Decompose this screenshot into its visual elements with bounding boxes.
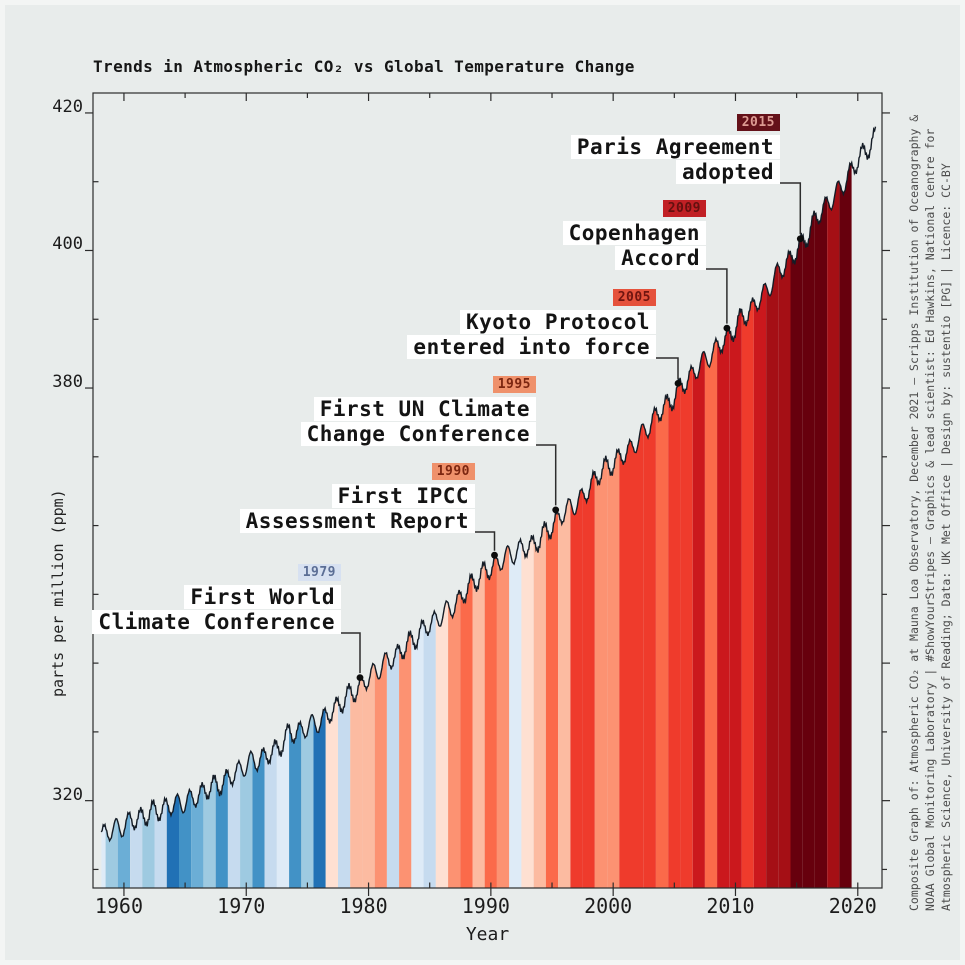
annotation-connectors (337, 182, 804, 681)
event-label-line: First IPCC (331, 484, 475, 508)
x-tick-label: 1960 (94, 894, 144, 918)
stripe-year-1959 (105, 126, 118, 888)
stripe-year-1965 (179, 126, 192, 888)
event-year-badge: 2005 (612, 289, 656, 306)
annotation-first-world-climate-conference: 1979 First World Climate Conference (92, 561, 341, 635)
stripe-year-1966 (191, 126, 204, 888)
y-axis-label: parts per million (ppm) (49, 489, 67, 697)
event-connector (337, 632, 361, 674)
event-label-line: Accord (615, 246, 706, 270)
stripe-year-2011 (741, 126, 754, 888)
x-tick-label: 2010 (706, 894, 755, 918)
stripe-year-2017 (815, 126, 828, 888)
stripe-year-2013 (766, 126, 779, 888)
x-tick-label: 2020 (828, 894, 877, 918)
event-label-line: Change Conference (300, 422, 536, 446)
credit-line: Atmospheric Science, University of Readi… (939, 163, 953, 911)
stripe-year-1990 (484, 126, 497, 888)
annotation-first-ipcc-assessment-report: 1990 First IPCC Assessment Report (239, 460, 475, 534)
y-tick-label: 420 (52, 96, 83, 117)
stripe-year-2018 (827, 126, 840, 888)
x-tick-label: 1970 (217, 894, 266, 918)
x-tick-label: 2000 (584, 894, 633, 918)
stripe-year-2009 (717, 126, 730, 888)
stripe-year-1969 (227, 126, 241, 888)
event-dot-1995 (552, 506, 560, 514)
event-year-badge: 1995 (492, 376, 536, 393)
event-label-line: entered into force (407, 335, 656, 359)
event-label-line: First World (184, 585, 341, 609)
y-tick-label: 320 (52, 784, 83, 805)
event-dot-1979 (356, 674, 364, 681)
event-label-line: Paris Agreement (570, 135, 780, 159)
stripe-year-1993 (521, 126, 534, 888)
stripe-year-1991 (497, 126, 510, 888)
stripe-year-1994 (533, 126, 546, 888)
y-tick-label: 380 (52, 372, 83, 393)
event-dot-1990 (491, 551, 498, 559)
co2-stripes-chart (85, 92, 890, 896)
y-tick-label: 400 (52, 234, 83, 255)
stripe-year-1967 (203, 126, 216, 888)
stripe-year-2008 (704, 126, 718, 888)
annotation-first-un-climate-change-conference: 1995 First UN Climate Change Conference (300, 373, 536, 447)
x-tick-label: 1980 (339, 894, 388, 918)
event-connector (532, 444, 557, 506)
co2-curve (100, 126, 877, 843)
stripe-year-1958 (101, 126, 106, 888)
event-label-line: First UN Climate (313, 397, 536, 421)
stripe-year-1964 (166, 126, 179, 888)
axis-ticks (85, 93, 890, 896)
event-dot-2015 (796, 235, 804, 243)
credit-caption: Composite Graph of: Atmospheric CO₂ at M… (906, 59, 954, 911)
stripe-year-2010 (729, 126, 742, 888)
stripe-year-2019 (839, 126, 852, 888)
event-connector (471, 531, 496, 551)
stripe-year-1968 (215, 126, 228, 888)
stripe-year-1963 (154, 126, 167, 888)
event-connector (652, 357, 679, 379)
x-tick-label: 1990 (461, 894, 510, 918)
event-connector (702, 268, 728, 324)
stripe-year-1961 (130, 126, 143, 888)
stripe-year-1960 (117, 126, 130, 888)
x-axis-label: Year (465, 924, 510, 945)
event-label-line: Copenhagen (562, 221, 706, 245)
event-year-badge: 1990 (431, 463, 475, 480)
chart-title: Trends in Atmospheric CO₂ vs Global Temp… (93, 57, 635, 76)
event-label-line: Assessment Report (239, 509, 475, 533)
annotation-paris-agreement: 2015 Paris Agreement adopted (570, 111, 780, 185)
stripe-year-2016 (802, 126, 815, 888)
stripe-year-1992 (509, 126, 522, 888)
plot-border (92, 92, 883, 889)
stripe-year-1962 (142, 126, 155, 888)
event-dot-2009 (723, 324, 731, 332)
stripe-year-2012 (753, 126, 766, 888)
event-dot-2005 (674, 380, 682, 387)
event-year-badge: 2009 (662, 200, 706, 217)
event-year-badge: 1979 (297, 564, 341, 581)
event-label-line: Kyoto Protocol (459, 310, 656, 334)
event-label-line: adopted (675, 160, 780, 184)
annotation-kyoto-protocol: 2005 Kyoto Protocol entered into force (407, 286, 656, 360)
stripe-year-2015 (790, 126, 803, 888)
annotation-copenhagen-accord: 2009 Copenhagen Accord (562, 197, 706, 271)
credit-line: Composite Graph of: Atmospheric CO₂ at M… (907, 114, 921, 911)
event-year-badge: 2015 (736, 114, 780, 131)
event-connector (776, 182, 802, 235)
event-label-line: Climate Conference (92, 610, 341, 634)
credit-line: NOAA Global Monitoring Laboratory | #Sho… (923, 128, 937, 911)
stripe-year-2014 (778, 126, 791, 888)
warming-stripes (101, 126, 852, 888)
